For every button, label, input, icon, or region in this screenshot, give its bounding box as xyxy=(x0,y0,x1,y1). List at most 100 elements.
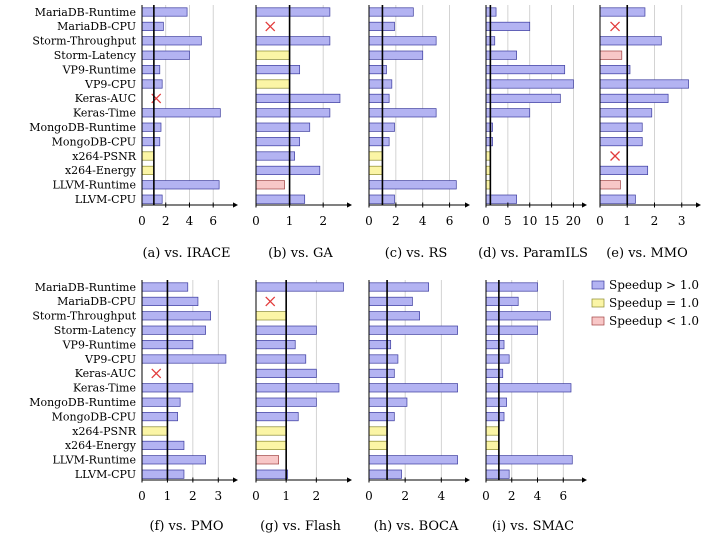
legend-swatch-above xyxy=(591,280,605,290)
panel-flash: 0 1 2 (g) vs. Flash xyxy=(252,280,352,534)
cross-stroke xyxy=(265,296,276,307)
x-axis-arrow xyxy=(465,477,470,483)
bar-mongodb-cpu xyxy=(485,412,505,422)
x-tick-label: 0 xyxy=(482,214,490,228)
bar-mongodb-cpu xyxy=(599,137,643,147)
bar-x264-psnr xyxy=(255,426,287,436)
bar-storm-throughput xyxy=(485,311,551,321)
bar-keras-time xyxy=(485,108,531,118)
bar-mongodb-runtime xyxy=(141,397,181,407)
bar-storm-latency xyxy=(368,50,424,60)
x-tick-label: 1 xyxy=(286,214,294,228)
x-tick-label: 0 xyxy=(138,214,146,228)
bar-x264-energy xyxy=(141,165,155,175)
x-tick-label: 2 xyxy=(319,214,327,228)
x-tick-label: 2 xyxy=(162,214,170,228)
x-tick-label: 6 xyxy=(209,214,217,228)
x-tick-label: 20 xyxy=(566,214,581,228)
bar-llvm-runtime xyxy=(141,455,206,465)
bar-x264-energy xyxy=(141,440,185,450)
bar-keras-auc xyxy=(485,93,561,103)
caption-method: GA xyxy=(313,246,333,261)
caption-prefix: (f) vs. xyxy=(149,519,190,534)
bar-mariadb-runtime xyxy=(599,7,646,17)
category-label-keras-auc: Keras-AUC xyxy=(75,367,136,380)
legend-label-above: Speedup > 1.0 xyxy=(609,278,699,292)
bar-vp9-cpu xyxy=(599,79,689,89)
panel-caption: (f) vs. PMO xyxy=(149,519,223,534)
caption-prefix: (c) vs. xyxy=(385,246,429,261)
x-tick-label: 1 xyxy=(623,214,631,228)
panel-caption: (g) vs. Flash xyxy=(260,519,341,534)
bar-keras-auc xyxy=(368,93,390,103)
bar-mariadb-runtime xyxy=(141,282,189,292)
legend: Speedup > 1.0 Speedup = 1.0 Speedup < 1.… xyxy=(591,278,699,328)
caption-method: BOCA xyxy=(419,519,459,534)
category-label-vp9-cpu: VP9-CPU xyxy=(84,353,136,366)
category-label-llvm-runtime: LLVM-Runtime xyxy=(52,454,136,467)
caption-method: ParamILS xyxy=(523,246,588,261)
x-tick-label: 0 xyxy=(482,489,490,503)
x-axis-arrow xyxy=(582,202,587,208)
x-tick-label: 1 xyxy=(164,489,172,503)
panel-caption: (a) vs. IRACE xyxy=(142,246,230,261)
bar-storm-throughput xyxy=(599,36,662,46)
x-tick-label: 4 xyxy=(186,214,194,228)
category-label-mongodb-cpu: MongoDB-CPU xyxy=(52,135,136,148)
category-label-vp9-cpu: VP9-CPU xyxy=(84,78,136,91)
category-label-llvm-runtime: LLVM-Runtime xyxy=(52,179,136,192)
x-axis-arrow xyxy=(582,477,587,483)
x-tick-label: 10 xyxy=(522,214,537,228)
caption-method: IRACE xyxy=(187,246,231,261)
bar-x264-energy xyxy=(255,440,287,450)
panel-mmo: 0 1 2 3 (e) vs. MMO xyxy=(596,5,701,261)
panel-paramils: 0 5 10 15 20 (d) vs. ParamILS xyxy=(478,5,588,261)
bar-vp9-cpu xyxy=(141,354,227,364)
category-label-x264-psnr: x264-PSNR xyxy=(72,150,136,163)
bar-x264-energy xyxy=(485,440,500,450)
bar-x264-psnr xyxy=(485,426,500,436)
bar-vp9-runtime xyxy=(255,340,296,350)
caption-method: Flash xyxy=(305,519,342,534)
bar-llvm-cpu xyxy=(368,469,402,479)
bar-keras-time xyxy=(255,383,340,393)
bar-mariadb-runtime xyxy=(255,282,344,292)
panel-rs: 0 2 4 6 (c) vs. RS xyxy=(365,5,470,261)
legend-label-equal: Speedup = 1.0 xyxy=(609,296,699,310)
x-tick-label: 0 xyxy=(365,489,373,503)
panel-smac: 0 2 4 6 (i) vs. SMAC xyxy=(482,280,587,534)
bar-vp9-cpu xyxy=(141,79,163,89)
category-label-mariadb-runtime: MariaDB-Runtime xyxy=(35,6,136,19)
x-axis-arrow xyxy=(696,202,701,208)
x-tick-label: 0 xyxy=(596,214,604,228)
bar-vp9-cpu xyxy=(485,354,510,364)
x-axis-arrow xyxy=(465,202,470,208)
cross-stroke xyxy=(151,368,162,379)
bar-mariadb-cpu xyxy=(368,296,413,306)
bar-mariadb-runtime xyxy=(368,282,430,292)
bar-llvm-runtime xyxy=(255,180,285,190)
bar-mongodb-cpu xyxy=(255,137,301,147)
caption-prefix: (h) vs. xyxy=(374,519,419,534)
bar-mongodb-cpu xyxy=(368,137,390,147)
caption-method: PMO xyxy=(191,519,224,534)
x-tick-label: 2 xyxy=(392,214,400,228)
bar-vp9-cpu xyxy=(255,79,290,89)
panel-caption: (i) vs. SMAC xyxy=(492,519,574,534)
failure-cross-x264-psnr xyxy=(610,151,620,161)
x-tick-label: 3 xyxy=(678,214,686,228)
x-tick-label: 15 xyxy=(544,214,559,228)
panel-caption: (e) vs. MMO xyxy=(606,246,688,261)
category-label-vp9-runtime: VP9-Runtime xyxy=(62,63,136,76)
category-label-x264-energy: x264-Energy xyxy=(65,439,137,452)
x-tick-label: 1 xyxy=(282,489,290,503)
bar-llvm-cpu xyxy=(485,469,510,479)
caption-prefix: (e) vs. xyxy=(606,246,650,261)
caption-method: RS xyxy=(429,246,448,261)
bar-storm-throughput xyxy=(368,36,437,46)
category-label-mongodb-cpu: MongoDB-CPU xyxy=(52,410,136,423)
x-axis-arrow xyxy=(347,477,352,483)
bar-vp9-cpu xyxy=(255,354,307,364)
category-label-mongodb-runtime: MongoDB-Runtime xyxy=(29,121,136,134)
bar-keras-time xyxy=(599,108,653,118)
